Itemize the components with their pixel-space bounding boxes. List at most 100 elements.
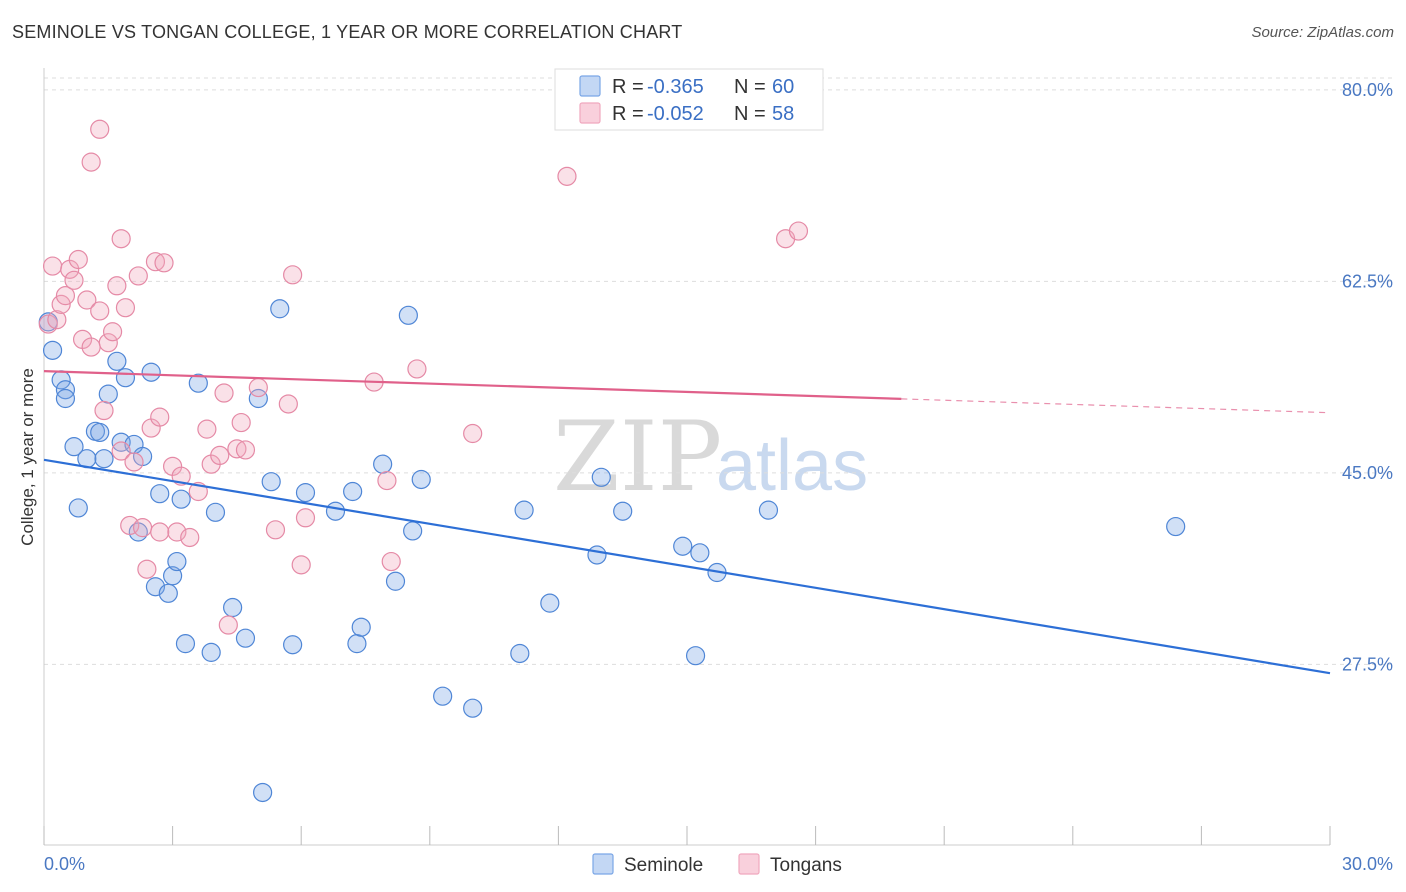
bottom-legend: Seminole Tongans: [592, 853, 842, 876]
legend-swatch-tongans: [579, 102, 601, 124]
seminole-point-51: [587, 545, 607, 565]
seminole-point-32: [253, 782, 273, 803]
seminole-point-27: [201, 642, 221, 662]
seminole-point-30: [235, 628, 256, 648]
bottom-legend-swatch-seminole: [592, 853, 614, 875]
legend-swatch-seminole: [579, 75, 601, 97]
tongans-point-3: [51, 294, 71, 314]
legend-n-value-seminole: 60: [772, 76, 794, 98]
tongans-point-28: [150, 407, 170, 427]
x-tick-label-max: 30.0%: [1342, 854, 1393, 874]
tongans-point-38: [210, 445, 230, 466]
tongans-point-23: [128, 266, 148, 286]
seminole-point-18: [141, 362, 161, 382]
seminole-point-31: [248, 388, 268, 409]
x-ticks: [43, 826, 1331, 845]
tongans-point-48: [291, 555, 311, 575]
seminole-point-45: [411, 469, 431, 490]
tongans-point-47: [283, 265, 303, 285]
seminole-point-12: [107, 351, 127, 371]
seminole-point-38: [343, 481, 363, 502]
seminole-point-20: [150, 484, 170, 504]
legend-n-label-seminole: N =: [734, 76, 766, 98]
bottom-legend-label-seminole: Seminole: [624, 855, 703, 876]
tongans-point-51: [377, 470, 397, 491]
tongans-point-4: [55, 286, 76, 306]
tongans-point-52: [381, 551, 401, 572]
seminole-point-1: [42, 340, 63, 360]
seminole-point-21: [158, 583, 178, 603]
y-axis-title: College, 1 year or more: [18, 368, 37, 546]
source-label: Source: ZipAtlas.com: [1251, 24, 1394, 41]
tongans-point-22: [124, 452, 144, 472]
seminole-point-50: [540, 593, 560, 613]
seminole-point-54: [673, 536, 693, 556]
seminole-point-42: [385, 571, 406, 591]
tongans-trend-line: [43, 370, 902, 400]
chart-title: SEMINOLE VS TONGAN COLLEGE, 1 YEAR OR MO…: [12, 22, 683, 42]
tongans-point-6: [64, 270, 84, 290]
tongans-point-16: [102, 322, 123, 342]
legend-r-label-tongans: R =: [612, 103, 644, 125]
seminole-point-43: [398, 305, 418, 325]
seminole-point-44: [403, 521, 423, 541]
tongans-point-7: [68, 249, 88, 270]
tongans-point-11: [81, 152, 101, 172]
seminole-point-58: [758, 500, 779, 520]
seminole-point-23: [167, 551, 187, 572]
legend-box: R = -0.365 N = 60 R = -0.052 N = 58: [554, 68, 824, 131]
tongans-point-1: [42, 256, 63, 276]
seminole-point-55: [685, 646, 706, 666]
tongans-point-53: [407, 359, 427, 379]
tongans-point-15: [98, 333, 118, 353]
tongans-point-55: [557, 166, 577, 186]
seminole-point-29: [223, 597, 243, 618]
legend-n-label-tongans: N =: [734, 103, 766, 125]
tongans-point-24: [132, 518, 153, 538]
tongans-point-10: [81, 337, 101, 357]
y-tick-label-3: 27.5%: [1342, 654, 1393, 674]
y-tick-label-2: 45.0%: [1342, 463, 1393, 483]
seminole-point-48: [510, 643, 530, 664]
y-tick-label-1: 62.5%: [1342, 271, 1393, 291]
seminole-point-33: [261, 472, 281, 492]
seminole-point-25: [175, 634, 196, 654]
seminole-point-41: [373, 454, 393, 474]
y-tick-label-0: 80.0%: [1342, 80, 1393, 100]
seminole-point-24: [171, 489, 191, 509]
tongans-point-30: [154, 253, 174, 273]
tongans-point-36: [197, 419, 217, 439]
tongans-point-54: [463, 423, 483, 444]
bottom-legend-label-tongans: Tongans: [770, 855, 842, 876]
seminole-point-14: [115, 368, 136, 388]
tongans-point-9: [77, 290, 97, 310]
tongans-point-57: [788, 221, 809, 241]
tongans-point-14: [94, 400, 114, 421]
tongans-trend-line-extension: [901, 398, 1331, 414]
seminole-point-53: [613, 501, 633, 521]
legend-r-value-tongans: -0.052: [647, 103, 704, 125]
tongans-point-40: [218, 615, 238, 635]
seminole-point-36: [295, 483, 316, 503]
tongans-point-39: [214, 383, 234, 403]
seminole-point-39: [347, 634, 367, 654]
seminole-point-9: [90, 422, 110, 443]
legend-r-label-seminole: R =: [612, 76, 644, 98]
tongans-point-43: [235, 440, 256, 460]
seminole-point-56: [690, 543, 710, 563]
bottom-legend-swatch-tongans: [738, 853, 760, 875]
tongans-point-49: [295, 508, 316, 528]
tongans-point-17: [107, 276, 127, 296]
tongans-point-42: [231, 412, 251, 433]
seminole-point-52: [591, 467, 611, 487]
seminole-point-46: [433, 686, 453, 706]
seminole-point-34: [270, 299, 290, 319]
seminole-point-22: [163, 566, 183, 586]
tongans-point-12: [90, 301, 110, 321]
seminole-point-5: [64, 437, 84, 457]
watermark-atlas: atlas: [716, 426, 868, 506]
seminole-point-37: [325, 501, 346, 521]
seminole-point-59: [1166, 516, 1186, 537]
seminole-point-35: [283, 635, 303, 655]
